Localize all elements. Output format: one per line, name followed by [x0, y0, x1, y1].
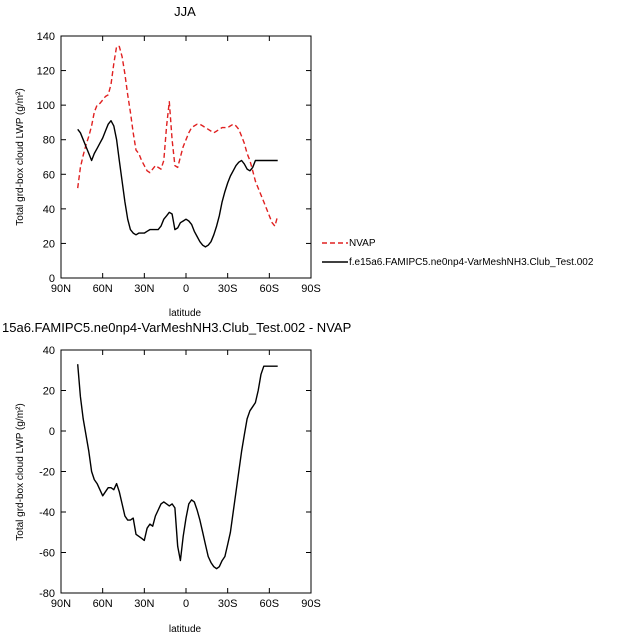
bottom-plot-frame: [60, 349, 312, 594]
legend: NVAP f.e15a6.FAMIPC5.ne0np4-VarMeshNH3.C…: [322, 238, 594, 268]
bottom-y-tick-label-0: 0: [49, 426, 55, 438]
top-y-tick-label-80: 80: [43, 135, 55, 147]
top-x-tick-label-60s: 60S: [260, 283, 280, 295]
bottom-series-line-difference: [77, 364, 278, 570]
bottom-x-tick-label-0: 0: [183, 598, 189, 610]
top-ticks: 90N 60N 30N 0 30S 60S 90S 0 20 40 60 80 100 120 140: [37, 31, 321, 295]
top-y-tick-label-60: 60: [43, 169, 55, 181]
top-x-tick-label-60n: 60N: [93, 283, 113, 295]
top-y-tick-label-120: 120: [37, 66, 55, 78]
bottom-y-tick-label-neg40: -40: [39, 507, 55, 519]
legend-label-model: f.e15a6.FAMIPC5.ne0np4-VarMeshNH3.Club_T…: [349, 257, 594, 268]
bottom-y-tick-label-neg20: -20: [39, 467, 55, 479]
top-x-tick-label-30n: 30N: [134, 283, 154, 295]
bottom-series-lines: [77, 364, 278, 570]
bottom-x-tick-label-30s: 30S: [218, 598, 238, 610]
top-y-tick-label-140: 140: [37, 31, 55, 43]
top-x-tick-label-30s: 30S: [218, 283, 238, 295]
bottom-y-tick-label-neg60: -60: [39, 548, 55, 560]
top-x-tick-label-90n: 90N: [51, 283, 71, 295]
bottom-x-axis-label: latitude: [169, 624, 202, 635]
bottom-x-tick-label-60n: 60N: [93, 598, 113, 610]
bottom-y-tick-label-20: 20: [43, 386, 55, 398]
legend-label-nvap: NVAP: [349, 238, 376, 249]
top-y-tick-label-100: 100: [37, 100, 55, 112]
top-series-lines: [77, 45, 279, 248]
top-y-tick-label-0: 0: [49, 273, 55, 285]
bottom-x-tick-label-30n: 30N: [134, 598, 154, 610]
bottom-x-tick-label-60s: 60S: [260, 598, 280, 610]
top-panel: JJA latitude Total grd-box cloud LWP (g/…: [15, 4, 321, 319]
top-y-axis-label: Total grd-box cloud LWP (g/m²): [15, 88, 26, 225]
top-x-tick-label-90s: 90S: [301, 283, 321, 295]
top-y-tick-label-20: 20: [43, 238, 55, 250]
bottom-y-axis-label: Total grd-box cloud LWP (g/m²): [15, 403, 26, 540]
top-x-axis-label: latitude: [169, 308, 202, 319]
top-y-tick-label-40: 40: [43, 204, 55, 216]
bottom-panel: 15a6.FAMIPC5.ne0np4-VarMeshNH3.Club_Test…: [2, 320, 351, 635]
bottom-chart-title: 15a6.FAMIPC5.ne0np4-VarMeshNH3.Club_Test…: [2, 320, 351, 335]
top-chart-title: JJA: [174, 4, 196, 19]
top-plot-frame: [60, 35, 312, 279]
bottom-x-tick-label-90n: 90N: [51, 598, 71, 610]
bottom-y-tick-label-neg80: -80: [39, 588, 55, 600]
top-series-line-nvap: [77, 45, 279, 227]
top-series-line-model: [77, 119, 278, 248]
bottom-ticks: 90N 60N 30N 0 30S 60S 90S -80 -60 -40 -20 0 20 40: [39, 345, 321, 610]
bottom-x-tick-label-90s: 90S: [301, 598, 321, 610]
bottom-y-tick-label-40: 40: [43, 345, 55, 357]
top-x-tick-label-0: 0: [183, 283, 189, 295]
